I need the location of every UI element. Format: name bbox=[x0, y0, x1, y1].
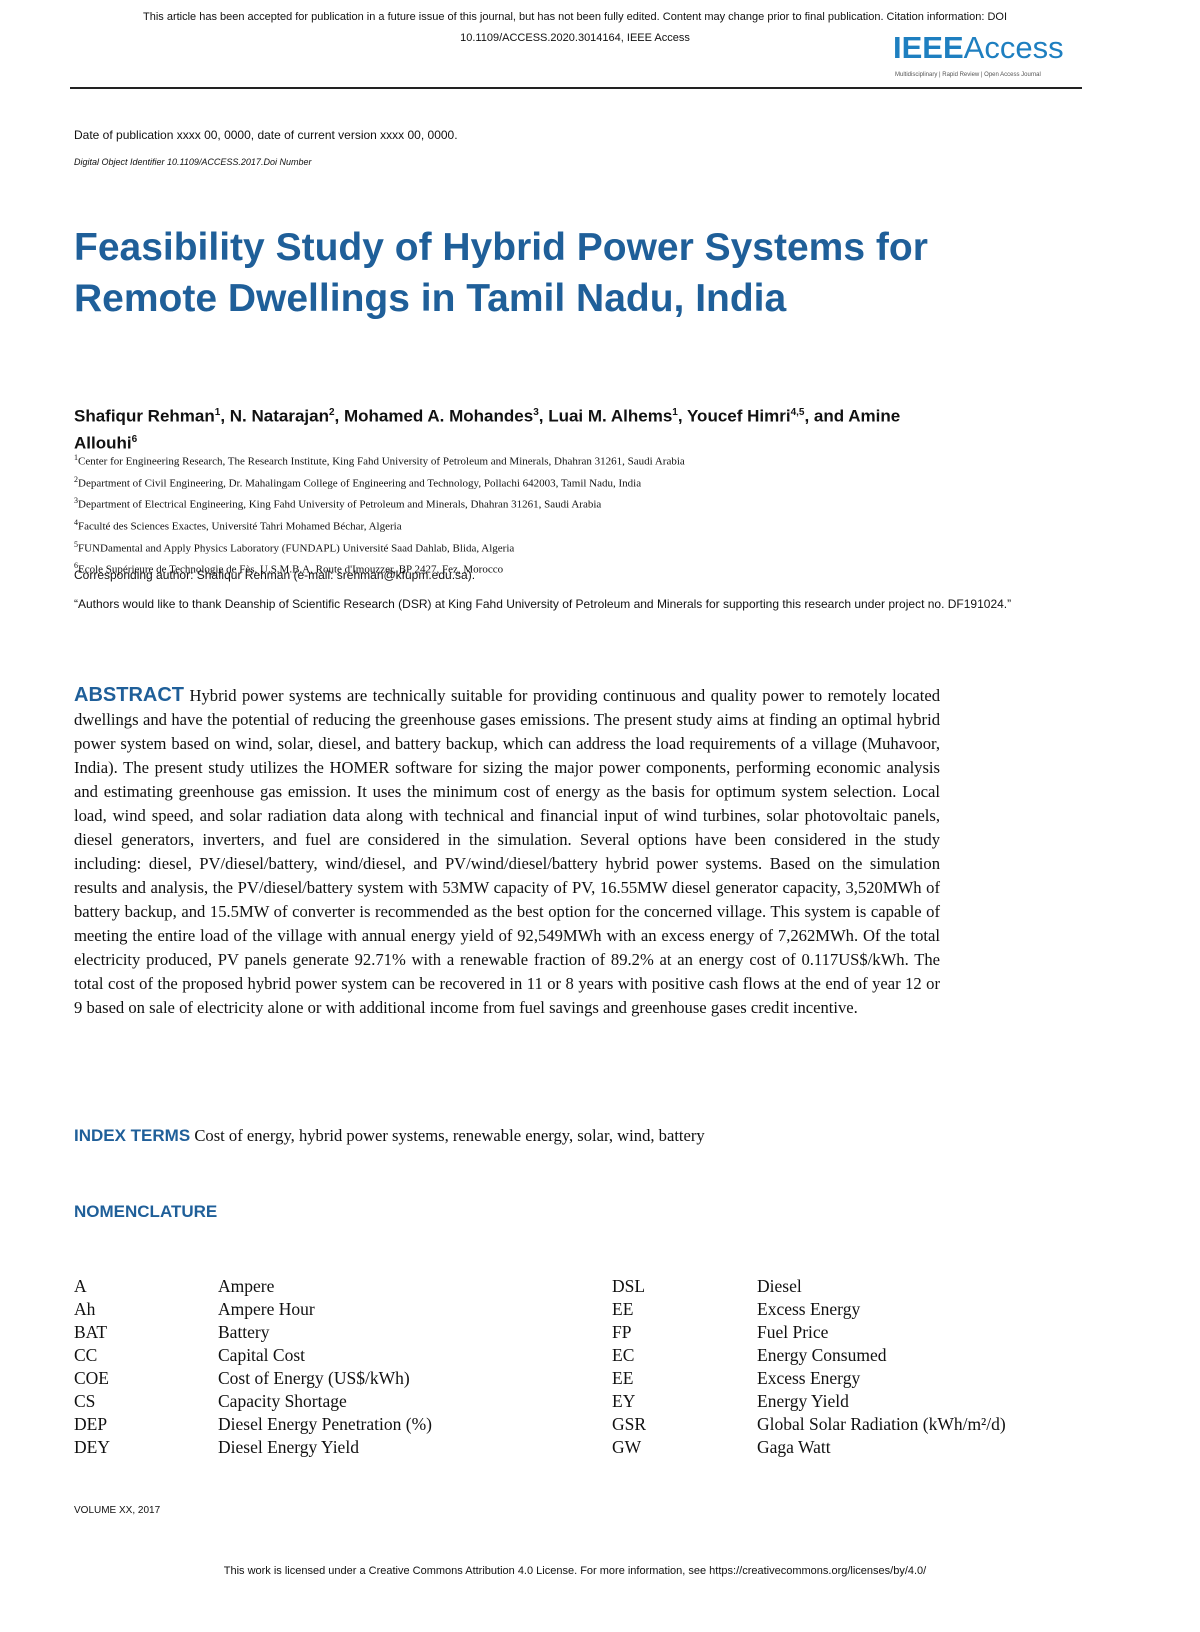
author: , Mohamed A. Mohandes bbox=[334, 406, 534, 426]
affiliation-sup: 1 bbox=[74, 453, 78, 462]
nomenclature-meaning: Ampere bbox=[218, 1276, 275, 1296]
affiliation-sup: 6 bbox=[74, 561, 78, 571]
author-sup: 3 bbox=[533, 407, 539, 418]
index-terms: INDEX TERMS Cost of energy, hybrid power… bbox=[74, 1126, 705, 1146]
header-rule bbox=[70, 87, 1082, 89]
index-terms-text: Cost of energy, hybrid power systems, re… bbox=[194, 1126, 705, 1145]
notice-line: 10.1109/ACCESS.2020.3014164, IEEE Access bbox=[460, 32, 690, 44]
affiliation: 6Ecole Supérieure de Technologie de Fès,… bbox=[74, 557, 1074, 579]
nomenclature-symbol: DEY bbox=[74, 1437, 110, 1457]
abstract: ABSTRACT Hybrid power systems are techni… bbox=[74, 683, 940, 1020]
affiliation-sup: 5 bbox=[74, 539, 78, 549]
nomenclature-meaning: Excess Energy bbox=[757, 1368, 861, 1388]
nomenclature-symbol: CC bbox=[74, 1345, 98, 1365]
tagline: Multidisciplinary | Rapid Review | Open … bbox=[895, 72, 1041, 78]
volume: VOLUME XX, 2017 bbox=[74, 1505, 161, 1516]
author: , N. Natarajan bbox=[220, 406, 329, 426]
affiliation-text: Center for Engineering Research, The Res… bbox=[78, 455, 685, 468]
nomenclature-meaning: Capacity Shortage bbox=[218, 1391, 347, 1411]
nomenclature-meaning: Energy Consumed bbox=[757, 1345, 887, 1365]
nomenclature-meaning: Energy Yield bbox=[757, 1391, 849, 1411]
affiliation-text: Ecole Supérieure de Technologie de Fès, … bbox=[78, 563, 504, 576]
header-notice: This article has been accepted for publi… bbox=[0, 7, 1150, 49]
nomenclature-meaning: Capital Cost bbox=[218, 1345, 306, 1365]
nomenclature-meaning: Ampere Hour bbox=[218, 1299, 315, 1319]
affiliation: 1Center for Engineering Research, The Re… bbox=[74, 449, 1074, 471]
nomenclature-symbol: Ah bbox=[74, 1299, 96, 1319]
author-sup: 1 bbox=[672, 407, 678, 418]
nomenclature-symbol: DSL bbox=[612, 1276, 646, 1296]
affiliations: 1Center for Engineering Research, The Re… bbox=[74, 449, 1074, 579]
nomenclature-symbol: EY bbox=[612, 1391, 636, 1411]
nomenclature-symbol: GW bbox=[612, 1437, 642, 1457]
affiliation-text: Department of Civil Engineering, Dr. Mah… bbox=[78, 477, 642, 490]
abstract-label: ABSTRACT bbox=[74, 684, 184, 706]
nomenclature-heading: NOMENCLATURE bbox=[74, 1202, 218, 1221]
notice-line: This article has been accepted for publi… bbox=[143, 11, 1007, 23]
title: Feasibility Study of Hybrid Power System… bbox=[74, 226, 928, 320]
nomenclature-meaning: Diesel Energy Yield bbox=[218, 1437, 359, 1457]
nomenclature-meaning: Fuel Price bbox=[757, 1322, 829, 1342]
abstract-text: Hybrid power systems are technically sui… bbox=[74, 686, 941, 1017]
nomenclature-meaning: Battery bbox=[218, 1322, 270, 1342]
corresponding: Corresponding author: Shafiqur Rehman (e… bbox=[74, 568, 476, 582]
affiliation-sup: 2 bbox=[74, 474, 78, 484]
authors: Shafiqur Rehman1, N. Natarajan2, Mohamed… bbox=[74, 401, 904, 454]
affiliation-sup: 3 bbox=[74, 496, 78, 506]
affiliation-text: FUNDamental and Apply Physics Laboratory… bbox=[78, 542, 515, 555]
index-terms-label: INDEX TERMS bbox=[74, 1126, 191, 1145]
affiliation-sup: 4 bbox=[74, 517, 78, 527]
acknowledgment: “Authors would like to thank Deanship of… bbox=[74, 597, 1012, 611]
nomenclature-meaning: Global Solar Radiation (kWh/m²/d) bbox=[757, 1414, 1006, 1434]
nomenclature-symbol: CS bbox=[74, 1391, 96, 1411]
affiliation: 5FUNDamental and Apply Physics Laborator… bbox=[74, 536, 1074, 558]
nomenclature-symbol: A bbox=[74, 1276, 87, 1296]
author: Shafiqur Rehman bbox=[74, 406, 215, 426]
nomenclature-symbol: FP bbox=[612, 1322, 632, 1342]
author-sup: 2 bbox=[328, 407, 335, 418]
doi: Digital Object Identifier 10.1109/ACCESS… bbox=[74, 157, 312, 167]
nomenclature-meaning: Diesel bbox=[757, 1276, 802, 1296]
author: , Youcef Himri bbox=[677, 406, 791, 426]
logo: IEEEAccess bbox=[893, 30, 1064, 66]
nomenclature-symbol: GSR bbox=[612, 1414, 647, 1434]
pub-date: Date of publication xxxx 00, 0000, date … bbox=[74, 128, 458, 142]
nomenclature-meaning: Excess Energy bbox=[757, 1299, 861, 1319]
nomenclature-meaning: Cost of Energy (US$/kWh) bbox=[218, 1368, 410, 1388]
author-sup: 4,5 bbox=[790, 407, 805, 418]
nomenclature-symbol: EE bbox=[612, 1299, 634, 1319]
author: , and Amine Allouhi bbox=[74, 406, 901, 453]
logo-light: Access bbox=[963, 30, 1064, 65]
affiliation: 3Department of Electrical Engineering, K… bbox=[74, 492, 1074, 514]
nomenclature-symbol: DEP bbox=[74, 1414, 108, 1434]
affiliation-text: Department of Electrical Engineering, Ki… bbox=[78, 498, 602, 511]
affiliation-text: Faculté des Sciences Exactes, Université… bbox=[78, 520, 402, 533]
author: , Luai M. Alhems bbox=[538, 406, 673, 426]
nomenclature-symbol: BAT bbox=[74, 1322, 108, 1342]
nomenclature-symbol: EE bbox=[612, 1368, 634, 1388]
affiliation: 4Faculté des Sciences Exactes, Universit… bbox=[74, 514, 1074, 536]
nomenclature-symbol: COE bbox=[74, 1368, 109, 1388]
nomenclature-meaning: Diesel Energy Penetration (%) bbox=[218, 1414, 432, 1434]
nomenclature-symbol: EC bbox=[612, 1345, 635, 1365]
author-sup: 6 bbox=[131, 433, 138, 445]
affiliation: 2Department of Civil Engineering, Dr. Ma… bbox=[74, 471, 1074, 493]
author-sup: 1 bbox=[214, 407, 221, 418]
logo-bold: IEEE bbox=[893, 30, 964, 65]
license: This work is licensed under a Creative C… bbox=[223, 1565, 927, 1577]
nomenclature-meaning: Gaga Watt bbox=[757, 1437, 831, 1457]
